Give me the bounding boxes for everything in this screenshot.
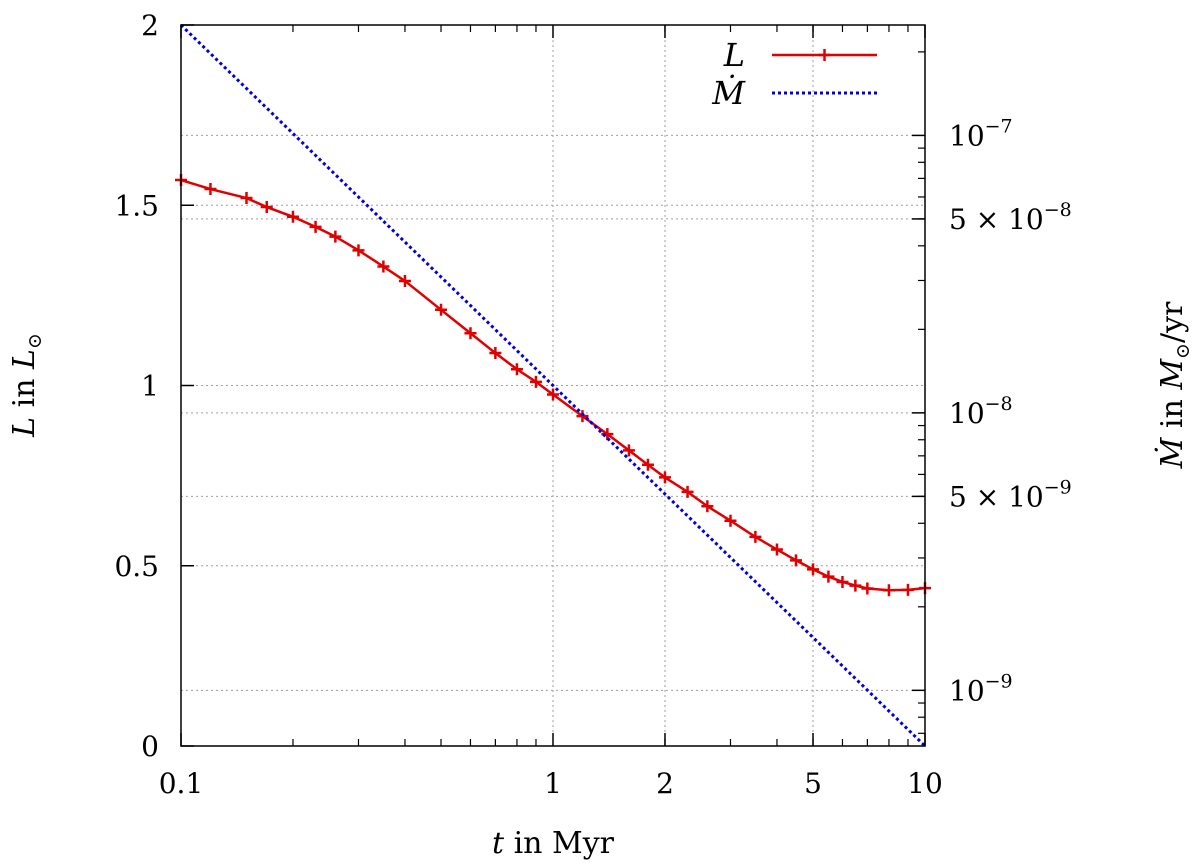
y-left-tick-label-1: 0.5 (114, 550, 159, 583)
x-tick-label-1: 1 (544, 767, 562, 800)
x-tick-label-0: 0.1 (159, 767, 204, 800)
y-left-tick-label-4: 2 (141, 9, 159, 42)
grid-lines (181, 25, 925, 746)
series-0-point-21 (681, 485, 694, 498)
series-0-point-24 (749, 530, 762, 543)
y-right-tick-label-1: 5 × 10−8 (949, 199, 1072, 236)
series-layer (175, 23, 931, 748)
y-left-tick-label-0: 0 (141, 730, 159, 763)
series-0-point-6 (329, 230, 342, 243)
legend-label-1: Ṁ (711, 74, 746, 112)
series-0-point-10 (435, 303, 448, 316)
series-0-point-18 (622, 444, 635, 457)
y-right-tick-label-2: 10−8 (949, 393, 1013, 430)
x-tick-label-3: 5 (804, 767, 822, 800)
series-0-point-5 (309, 220, 322, 233)
series-0-point-15 (547, 388, 559, 401)
series-0-point-7 (352, 244, 365, 257)
y-right-tick-label-4: 10−9 (949, 670, 1013, 707)
y-left-tick-label-2: 1 (141, 370, 159, 403)
series-0-point-8 (377, 260, 390, 273)
series-0-point-1 (204, 183, 217, 196)
series-0-point-28 (822, 570, 835, 583)
series-0-point-13 (510, 363, 523, 376)
y-axis-left-label: L in L⊙ (7, 333, 46, 438)
series-0-point-11 (464, 327, 477, 340)
y-axis-right-label: Ṁ in M⊙/yr (1154, 301, 1194, 469)
legend: LṀ (711, 36, 877, 112)
y-right-tick-label-0: 10−7 (949, 115, 1013, 152)
series-0-point-19 (641, 458, 654, 471)
series-line-1 (179, 23, 927, 748)
tick-layer: 0.1 1 2 5 10 0 0.5 1 1.5 2 10−7 5 × 10−8 10−8 5 × 10−… (114, 9, 1071, 800)
series-0-point-20 (658, 471, 671, 484)
series-0-point-22 (701, 500, 714, 513)
series-0-point-2 (240, 192, 253, 205)
legend-label-0: L (723, 36, 745, 74)
series-0-point-33 (901, 583, 914, 596)
series-0-point-9 (398, 274, 411, 287)
legend-marker-0 (818, 49, 831, 61)
y-right-tick-label-3: 5 × 10−9 (949, 476, 1072, 513)
series-0-point-29 (836, 575, 849, 588)
series-0-point-3 (260, 201, 273, 214)
x-tick-label-4: 10 (907, 767, 943, 800)
series-0-point-27 (807, 563, 820, 576)
series-0-point-31 (861, 582, 874, 595)
series-0-point-16 (576, 410, 589, 423)
x-axis-label: t in Myr (492, 826, 615, 861)
series-0-point-23 (724, 514, 737, 527)
series-0-point-26 (789, 554, 802, 567)
y-left-tick-label-3: 1.5 (114, 189, 159, 222)
series-0-point-32 (882, 584, 895, 597)
series-0-point-25 (770, 543, 783, 556)
series-0-point-30 (849, 579, 862, 592)
series-0-point-4 (286, 210, 299, 223)
x-tick-label-2: 2 (656, 767, 674, 800)
series-0-point-14 (529, 375, 542, 388)
series-0-point-12 (489, 347, 502, 360)
